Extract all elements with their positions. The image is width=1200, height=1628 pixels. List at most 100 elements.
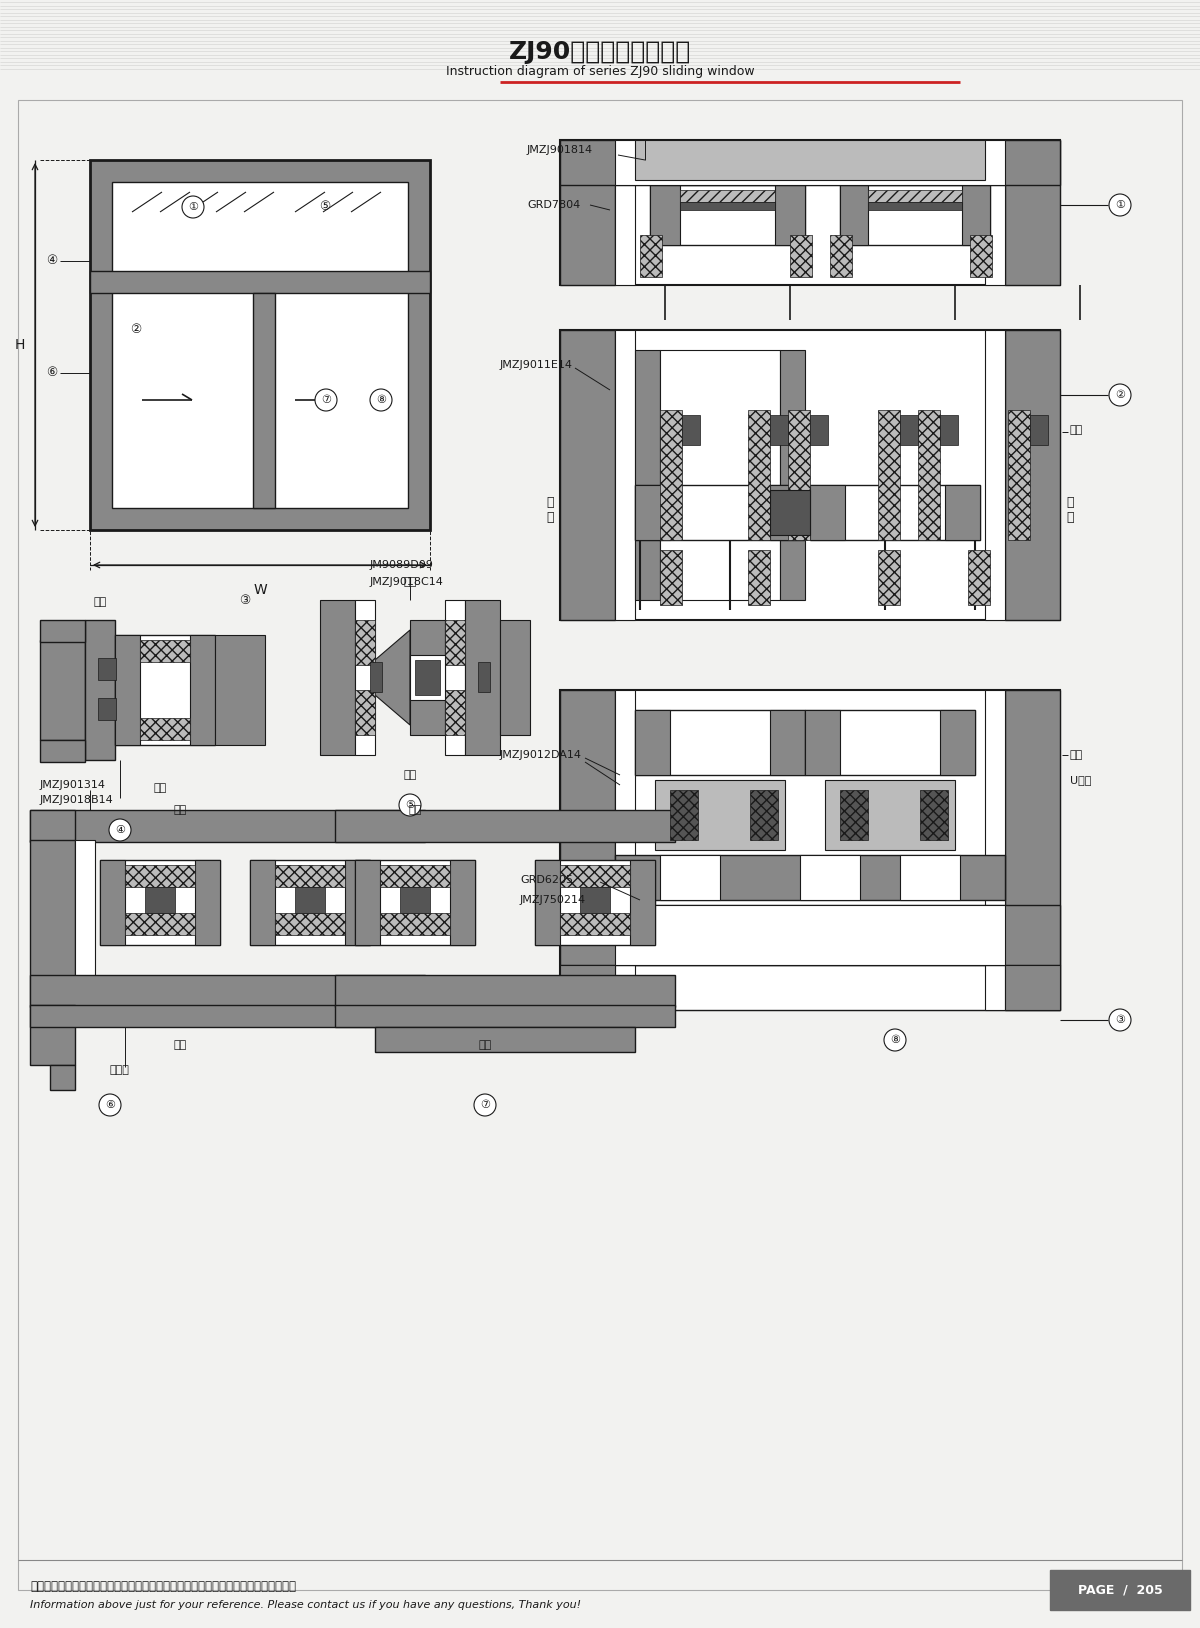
Bar	[748, 410, 770, 540]
Text: PAGE  /  205: PAGE / 205	[1078, 1584, 1163, 1597]
Bar	[30, 811, 74, 842]
Text: 塑料条: 塑料条	[110, 1065, 130, 1074]
Text: H: H	[14, 339, 25, 352]
Bar	[840, 186, 868, 244]
Bar	[560, 690, 616, 1009]
Circle shape	[182, 195, 204, 218]
Bar	[112, 182, 408, 508]
Bar	[374, 1027, 635, 1052]
Bar	[560, 140, 616, 285]
Bar	[535, 860, 655, 944]
Text: 室
外: 室 外	[1067, 497, 1074, 524]
Text: 室外: 室外	[173, 1040, 187, 1050]
Circle shape	[884, 1029, 906, 1052]
Bar	[346, 860, 370, 944]
Text: ⑤: ⑤	[319, 200, 331, 213]
Bar	[0, 47, 1200, 50]
Bar	[830, 234, 852, 277]
Bar	[115, 635, 140, 746]
Bar	[640, 234, 662, 277]
Text: JMZJ901814: JMZJ901814	[527, 145, 593, 155]
Bar	[125, 913, 194, 934]
Bar	[616, 690, 635, 1009]
Text: JMZJ750214: JMZJ750214	[520, 895, 586, 905]
Bar	[900, 415, 918, 444]
Bar	[0, 85, 1200, 86]
Bar	[355, 690, 374, 734]
Bar	[655, 780, 785, 850]
Bar	[0, 68, 1200, 70]
Bar	[635, 710, 670, 775]
Bar	[0, 28, 1200, 31]
Bar	[380, 913, 450, 934]
Bar	[560, 913, 630, 934]
Bar	[90, 270, 430, 293]
Text: ②: ②	[130, 322, 142, 335]
Bar	[415, 659, 440, 695]
Bar	[630, 860, 655, 944]
Bar	[635, 710, 805, 775]
Bar	[445, 601, 466, 755]
Bar	[962, 186, 990, 244]
Bar	[445, 690, 466, 734]
Text: 室内: 室内	[94, 597, 107, 607]
Bar	[650, 186, 805, 244]
Bar	[616, 905, 1006, 965]
Circle shape	[398, 794, 421, 816]
Text: GRD6205: GRD6205	[520, 874, 574, 886]
Bar	[616, 140, 1006, 186]
Bar	[680, 202, 775, 210]
Bar	[660, 410, 682, 540]
Bar	[250, 860, 275, 944]
Text: ④: ④	[47, 254, 58, 267]
Bar	[616, 140, 635, 285]
Bar	[380, 864, 450, 887]
Bar	[616, 140, 635, 174]
Circle shape	[109, 819, 131, 842]
Text: 室外: 室外	[403, 770, 416, 780]
Bar	[535, 860, 560, 944]
Bar	[0, 20, 1200, 23]
Bar	[868, 202, 962, 210]
Bar	[840, 790, 868, 840]
Bar	[805, 710, 840, 775]
Bar	[985, 330, 1006, 620]
Bar	[616, 330, 635, 620]
Bar	[770, 710, 805, 775]
Bar	[50, 1065, 74, 1091]
Bar	[0, 88, 1200, 91]
Bar	[560, 864, 630, 887]
Bar	[74, 840, 95, 1004]
Bar	[0, 3, 1200, 7]
Circle shape	[314, 389, 337, 410]
Bar	[1006, 330, 1060, 620]
Text: JMZJ9018C14: JMZJ9018C14	[370, 576, 444, 588]
Bar	[635, 485, 805, 540]
Bar	[748, 550, 770, 606]
Bar	[40, 640, 85, 741]
Bar	[560, 965, 1060, 1009]
Bar	[878, 550, 900, 606]
Circle shape	[370, 389, 392, 410]
Circle shape	[1109, 194, 1132, 217]
Text: 室内: 室内	[408, 804, 421, 816]
Text: 图中所示型材截面、装配、编号、尺寸及重量仅供参考。如有疑问，请向本公司查询。: 图中所示型材截面、装配、编号、尺寸及重量仅供参考。如有疑问，请向本公司查询。	[30, 1581, 296, 1594]
Bar	[0, 77, 1200, 78]
Bar	[1006, 140, 1060, 285]
Text: ③: ③	[1115, 1014, 1126, 1026]
Bar	[635, 485, 670, 540]
Bar	[616, 855, 1006, 900]
Bar	[100, 860, 125, 944]
Bar	[253, 293, 275, 508]
Bar	[145, 887, 175, 913]
Bar	[355, 620, 374, 664]
Bar	[98, 698, 116, 720]
Bar	[0, 33, 1200, 34]
Bar	[810, 485, 845, 540]
Bar	[140, 640, 190, 663]
Bar	[650, 186, 680, 244]
Bar	[660, 550, 682, 606]
Bar	[0, 96, 1200, 99]
Bar	[335, 811, 674, 842]
Circle shape	[474, 1094, 496, 1117]
